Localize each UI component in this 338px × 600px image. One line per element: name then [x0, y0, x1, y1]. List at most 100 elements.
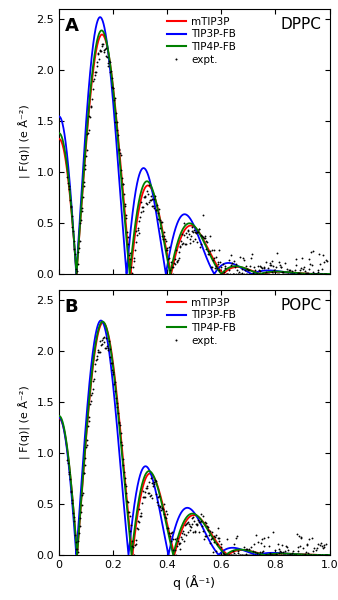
- Point: [219, 550, 225, 560]
- Point: [106, 56, 112, 66]
- Point: [302, 269, 308, 279]
- Point: [150, 481, 156, 490]
- Point: [76, 529, 82, 538]
- Point: [69, 203, 74, 212]
- Point: [294, 269, 299, 279]
- Point: [70, 495, 75, 505]
- Point: [78, 215, 83, 225]
- Point: [193, 229, 199, 238]
- Point: [165, 245, 170, 255]
- Point: [103, 43, 108, 53]
- Point: [122, 473, 127, 483]
- Point: [80, 488, 86, 498]
- Point: [206, 247, 211, 256]
- Point: [218, 269, 223, 279]
- Point: [208, 527, 213, 536]
- Point: [100, 333, 106, 343]
- Point: [224, 534, 230, 544]
- Point: [117, 144, 122, 154]
- Point: [139, 203, 145, 212]
- Point: [313, 550, 318, 560]
- Point: [213, 261, 218, 271]
- Point: [199, 230, 204, 240]
- Point: [83, 160, 88, 170]
- Point: [66, 182, 71, 191]
- Point: [129, 536, 135, 546]
- Point: [197, 527, 202, 536]
- Y-axis label: | F(q)| (e Å⁻²): | F(q)| (e Å⁻²): [19, 104, 31, 178]
- Point: [260, 269, 265, 279]
- Point: [306, 535, 311, 544]
- Point: [160, 235, 166, 244]
- Point: [161, 227, 166, 236]
- Point: [249, 542, 254, 551]
- Point: [169, 269, 174, 279]
- Point: [275, 539, 281, 549]
- Point: [229, 259, 235, 268]
- Point: [139, 499, 145, 508]
- Point: [264, 257, 269, 267]
- Point: [182, 529, 187, 539]
- Point: [174, 257, 180, 266]
- Point: [202, 517, 207, 527]
- Point: [271, 550, 277, 560]
- Point: [105, 58, 110, 68]
- Point: [211, 245, 216, 255]
- Point: [225, 269, 230, 279]
- Point: [168, 529, 173, 538]
- Point: [93, 355, 99, 364]
- Point: [162, 234, 168, 244]
- Point: [291, 269, 296, 279]
- Point: [203, 236, 209, 245]
- Point: [320, 250, 325, 260]
- Point: [124, 213, 129, 223]
- Point: [79, 203, 85, 212]
- Point: [270, 262, 275, 271]
- Point: [261, 262, 266, 272]
- Point: [222, 263, 227, 273]
- Point: [147, 491, 152, 500]
- Point: [135, 524, 140, 534]
- Point: [127, 248, 132, 258]
- Point: [71, 236, 76, 246]
- Point: [135, 226, 140, 235]
- Point: [159, 217, 164, 227]
- Point: [191, 512, 196, 521]
- Point: [238, 269, 244, 279]
- Point: [167, 529, 172, 538]
- Point: [197, 224, 202, 234]
- Point: [240, 264, 245, 274]
- Point: [275, 248, 280, 258]
- Point: [239, 550, 244, 560]
- Point: [134, 523, 140, 533]
- Point: [321, 269, 327, 279]
- Point: [157, 502, 162, 512]
- Point: [121, 189, 126, 199]
- Point: [153, 206, 159, 215]
- Point: [290, 269, 296, 279]
- Point: [312, 550, 318, 560]
- Point: [138, 197, 144, 206]
- Point: [238, 252, 243, 262]
- Point: [318, 269, 324, 279]
- Point: [111, 367, 116, 376]
- Point: [91, 74, 97, 83]
- Point: [156, 205, 162, 214]
- Point: [184, 518, 190, 528]
- Point: [165, 254, 171, 264]
- Point: [160, 504, 166, 514]
- Point: [131, 253, 137, 263]
- Point: [164, 506, 169, 516]
- Point: [269, 550, 275, 560]
- Point: [263, 268, 268, 277]
- Point: [242, 256, 247, 265]
- Point: [228, 550, 234, 560]
- Point: [246, 550, 251, 560]
- Point: [108, 67, 114, 76]
- Point: [276, 544, 282, 553]
- Point: [225, 550, 230, 560]
- Point: [277, 260, 283, 270]
- Point: [201, 534, 207, 544]
- Point: [235, 269, 240, 279]
- Point: [106, 336, 112, 346]
